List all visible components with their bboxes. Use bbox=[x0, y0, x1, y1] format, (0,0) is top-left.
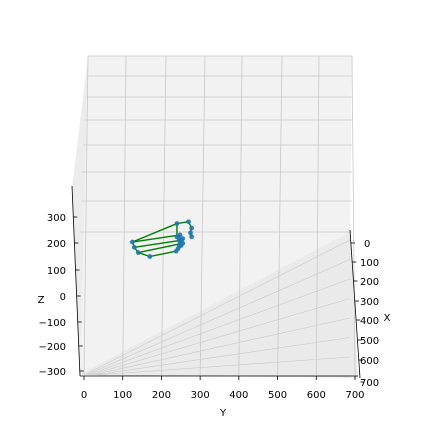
data-point bbox=[189, 234, 195, 240]
x-axis-title: X bbox=[384, 313, 391, 324]
side-pane bbox=[72, 56, 88, 374]
grid-line-y bbox=[161, 55, 167, 376]
y-tick-label: 0 bbox=[81, 390, 87, 401]
z-tick-label: 100 bbox=[47, 266, 66, 277]
data-point bbox=[186, 219, 191, 225]
grid-line-y bbox=[122, 55, 127, 376]
z-axis-line bbox=[71, 185, 81, 377]
y-axis-title: Y bbox=[219, 408, 227, 419]
grid-line-y bbox=[83, 55, 89, 376]
grid-line-x bbox=[95, 356, 351, 376]
x-tick-label: 300 bbox=[360, 297, 379, 308]
skeleton-edge bbox=[138, 242, 183, 254]
data-point bbox=[135, 250, 141, 255]
data-point bbox=[147, 254, 153, 259]
z-tick-label: −300 bbox=[39, 367, 66, 378]
axis-lines bbox=[71, 185, 361, 379]
skeleton-edge bbox=[132, 234, 181, 243]
data-point bbox=[188, 230, 193, 236]
grid-line-y bbox=[277, 55, 283, 376]
z-axis-title: Z bbox=[38, 295, 45, 306]
axes-panes bbox=[72, 56, 358, 378]
z-tick-label: −200 bbox=[39, 342, 66, 353]
skeleton-edge bbox=[134, 239, 182, 248]
grid-line-y bbox=[238, 55, 243, 376]
data-point bbox=[131, 244, 137, 250]
grid-line-y bbox=[199, 55, 206, 376]
x-tick-label: 100 bbox=[360, 258, 379, 269]
y-tick-label: 200 bbox=[152, 390, 171, 401]
z-tick-label: 0 bbox=[60, 292, 66, 303]
x-tick-label: 200 bbox=[360, 277, 379, 288]
z-tick-label: −100 bbox=[39, 318, 66, 329]
grid-line-y bbox=[351, 55, 356, 376]
grid-line-x bbox=[85, 259, 351, 376]
x-axis-line bbox=[349, 229, 361, 379]
z-tick-label: 300 bbox=[47, 213, 66, 224]
z-tick-label: 200 bbox=[47, 239, 66, 250]
x-tick-label: 0 bbox=[364, 239, 370, 250]
grid-line-x bbox=[87, 278, 351, 376]
y-tick-label: 700 bbox=[345, 390, 364, 401]
x-tick-label: 500 bbox=[360, 336, 379, 347]
back-pane bbox=[80, 56, 352, 374]
skeleton-edge bbox=[149, 250, 177, 258]
grid-line-y bbox=[315, 55, 320, 376]
y-tick-label: 500 bbox=[268, 390, 287, 401]
x-tick-label: 600 bbox=[360, 356, 379, 367]
grid-lines bbox=[80, 55, 356, 377]
y-tick-label: 400 bbox=[229, 390, 248, 401]
grid-line-x bbox=[93, 337, 351, 376]
tick-labels: 0 100 200 300 400 500 600 700 300 200 100 0 −100 −200… bbox=[39, 213, 380, 401]
skeleton-edge bbox=[132, 222, 178, 243]
x-tick-label: 400 bbox=[360, 316, 379, 327]
grid-line-x bbox=[83, 239, 351, 376]
data-point bbox=[129, 239, 135, 245]
grid-line-x bbox=[91, 317, 351, 376]
grid-line-x bbox=[89, 298, 351, 376]
data-point bbox=[173, 248, 179, 254]
data-points bbox=[129, 219, 195, 259]
y-tick-label: 300 bbox=[191, 390, 210, 401]
data-point bbox=[189, 225, 195, 231]
y-tick-label: 600 bbox=[307, 390, 326, 401]
x-tick-label: 700 bbox=[360, 378, 379, 389]
data-point bbox=[178, 243, 184, 248]
y-tick-label: 100 bbox=[113, 390, 132, 401]
data-point bbox=[174, 221, 180, 226]
